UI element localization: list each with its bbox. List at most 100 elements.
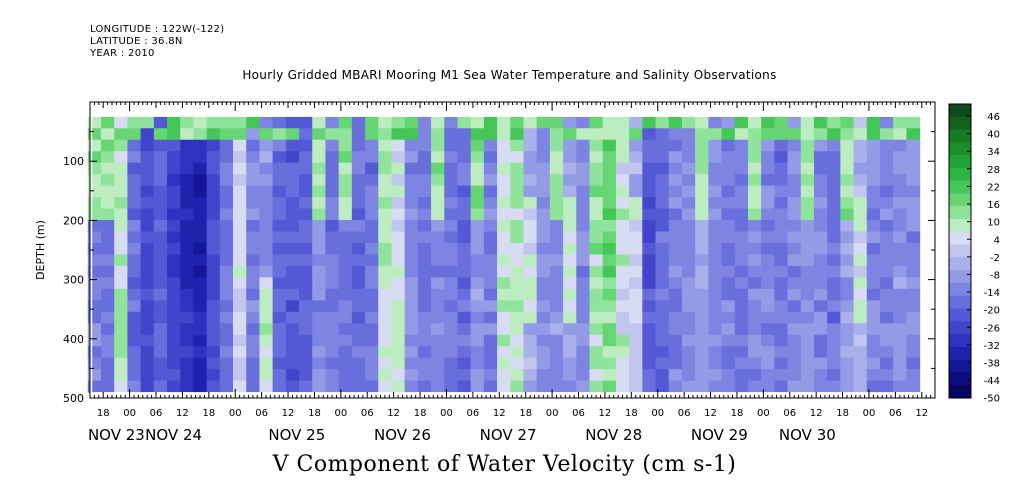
heatmap-cell (761, 380, 775, 393)
heatmap-cell (444, 346, 459, 359)
heatmap-cell (483, 346, 498, 359)
heatmap-cell (827, 185, 841, 198)
heatmap-cell (246, 151, 261, 164)
heatmap-cell (629, 116, 643, 129)
heatmap-cell (589, 197, 604, 210)
heatmap-cell (483, 288, 498, 301)
heatmap-cell (708, 277, 723, 290)
heatmap-cell (602, 220, 617, 233)
heatmap-cell (417, 151, 432, 164)
heatmap-cell (351, 265, 366, 278)
heatmap-cell (325, 288, 340, 301)
colorbar-label: -38 (984, 359, 1000, 370)
heatmap-cell (549, 357, 564, 370)
heatmap-cell (523, 334, 538, 347)
heatmap-cell (708, 369, 723, 382)
heatmap-cell (378, 300, 393, 313)
heatmap-cell (233, 288, 247, 301)
heatmap-cell (589, 231, 604, 244)
heatmap-cell (470, 242, 485, 256)
heatmap-cell (497, 323, 511, 336)
heatmap-cell (906, 334, 921, 347)
heatmap-cell (497, 231, 511, 244)
heatmap-cell (510, 369, 525, 382)
heatmap-cell (391, 174, 406, 187)
heatmap-cell (246, 185, 261, 198)
heatmap-cell (140, 151, 155, 164)
heatmap-cell (457, 346, 472, 359)
heatmap-cell (219, 334, 234, 347)
heatmap-cell (853, 300, 868, 313)
heatmap-cell (180, 197, 195, 210)
heatmap-cell (721, 254, 736, 267)
heatmap-cell (615, 369, 630, 382)
heatmap-cell (483, 311, 498, 324)
heatmap-cell (378, 242, 393, 256)
heatmap-cell (140, 128, 155, 141)
heatmap-cell (444, 265, 459, 278)
heatmap-cell (180, 139, 195, 152)
heatmap-cell (866, 265, 881, 278)
x-tick-label: 00 (229, 408, 242, 419)
heatmap-cell (615, 288, 630, 301)
heatmap-cell (391, 162, 406, 175)
heatmap-cell (457, 242, 472, 256)
heatmap-cell (563, 277, 577, 290)
heatmap-cell (681, 208, 696, 221)
heatmap-cell (893, 300, 907, 313)
heatmap-cell (114, 346, 129, 359)
heatmap-cell (470, 346, 485, 359)
heatmap-cell (510, 265, 525, 278)
heatmap-cell (431, 139, 445, 152)
heatmap-cell (193, 185, 208, 198)
heatmap-cell (338, 116, 353, 129)
heatmap-cell (378, 162, 393, 175)
heatmap-cell (299, 242, 313, 256)
heatmap-cell (866, 197, 881, 210)
heatmap-cell (510, 174, 525, 187)
plot-blank-right (926, 102, 935, 398)
heatmap-cell (127, 357, 142, 370)
heatmap-cell (444, 208, 459, 221)
heatmap-cell (906, 128, 921, 141)
heatmap-cell (127, 346, 142, 359)
heatmap-cell (866, 334, 881, 347)
heatmap-cell (840, 323, 855, 336)
heatmap-cell (193, 231, 208, 244)
heatmap-cell (233, 231, 247, 244)
heatmap-cell (219, 300, 234, 313)
heatmap-cell (866, 300, 881, 313)
heatmap-cell (219, 323, 234, 336)
heatmap-cell (734, 162, 749, 175)
heatmap-cell (893, 288, 907, 301)
heatmap-cell (457, 139, 472, 152)
heatmap-cell (259, 220, 274, 233)
heatmap-cell (840, 162, 855, 175)
heatmap-cell (629, 369, 643, 382)
heatmap-cell (497, 369, 511, 382)
heatmap-cell (259, 334, 274, 347)
heatmap-cell (589, 220, 604, 233)
heatmap-cell (417, 128, 432, 141)
heatmap-cell (879, 174, 894, 187)
heatmap-cell (642, 265, 657, 278)
heatmap-cell (774, 254, 789, 267)
heatmap-cell (761, 208, 775, 221)
heatmap-cell (114, 265, 129, 278)
heatmap-cell (510, 151, 525, 164)
heatmap-cell (167, 220, 181, 233)
heatmap-cell (840, 369, 855, 382)
heatmap-cell (365, 151, 379, 164)
heatmap-cell (681, 139, 696, 152)
heatmap-cell (153, 300, 168, 313)
heatmap-cell (285, 139, 300, 152)
heatmap-cell (378, 346, 393, 359)
heatmap-cell (470, 220, 485, 233)
x-tick-label: 12 (387, 408, 400, 419)
heatmap-cell (404, 128, 419, 141)
heatmap-cell (853, 197, 868, 210)
heatmap-cell (615, 231, 630, 244)
heatmap-cell (747, 128, 762, 141)
heatmap-cell (206, 139, 221, 152)
heatmap-cell (259, 265, 274, 278)
